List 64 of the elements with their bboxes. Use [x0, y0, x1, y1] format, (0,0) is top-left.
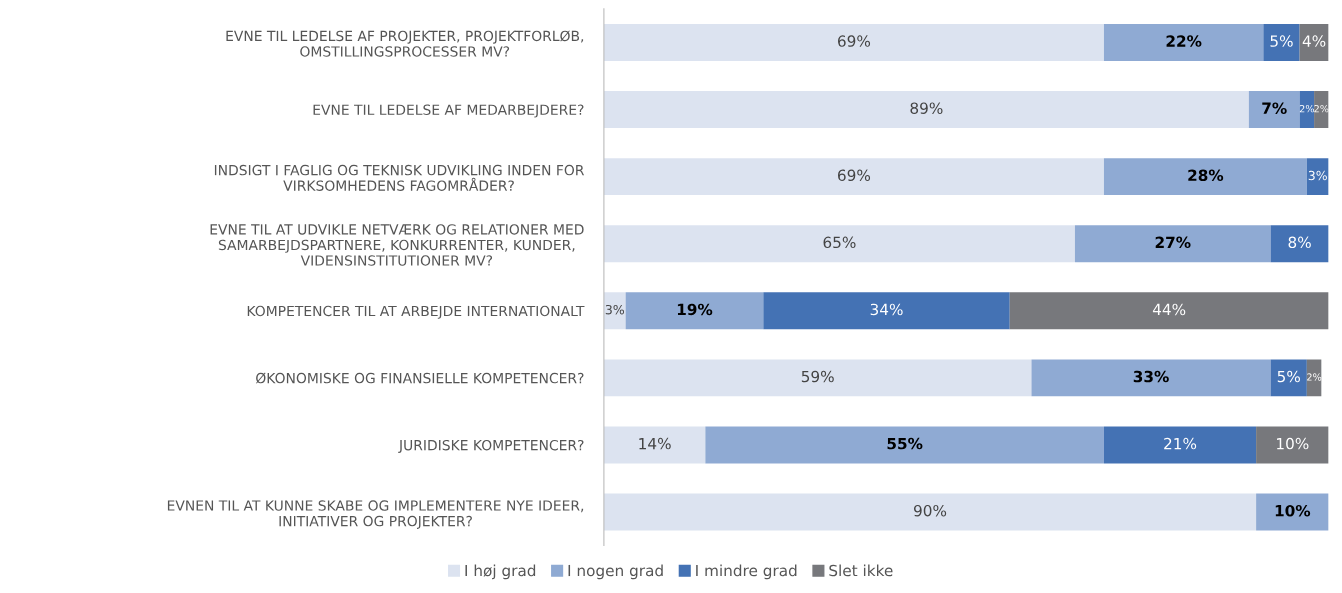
- data-label: 59%: [801, 370, 834, 383]
- data-label: 2%: [1299, 104, 1315, 113]
- data-label: 27%: [1155, 236, 1191, 249]
- bar: [1263, 23, 1300, 61]
- bar: [603, 23, 1104, 61]
- data-label: 7%: [1262, 102, 1287, 114]
- bar: [603, 91, 1249, 128]
- bar: [1103, 158, 1307, 196]
- data-label: 69%: [838, 169, 871, 182]
- legend-label: I nogen grad: [568, 564, 663, 580]
- data-label: 3%: [1308, 170, 1327, 181]
- bar: [1009, 292, 1329, 330]
- bar: [603, 493, 1257, 531]
- data-label: 4%: [1302, 35, 1326, 47]
- bar: [1248, 91, 1300, 128]
- legend-label: I mindre grad: [696, 564, 797, 580]
- bar: [1256, 426, 1329, 464]
- data-label: 55%: [887, 437, 923, 450]
- data-label: 90%: [913, 504, 947, 517]
- y-tick-label: EVNE TIL AT UDVIKLE NETVÆRK OG RELATIONER MED SAMARBEJDSPARTNERE, KONKURRENTER, KUNDER, VIDENSINSTITUTIONER MV?: [210, 224, 584, 266]
- data-label: 33%: [1133, 370, 1169, 383]
- data-label: 44%: [1152, 303, 1186, 316]
- bar: [625, 292, 764, 330]
- bar: [1103, 426, 1257, 464]
- bar: [1256, 493, 1329, 531]
- y-tick-label: EVNEN TIL AT KUNNE SKABE OG IMPLEMENTERE NYE IDEER, INITIATIVER OG PROJEKTER?: [167, 500, 584, 529]
- data-label: 22%: [1166, 35, 1202, 47]
- bar: [705, 426, 1104, 464]
- data-label: 89%: [910, 102, 943, 114]
- bar: [1270, 359, 1307, 397]
- legend-label: I høj grad: [465, 564, 536, 580]
- bar: [603, 292, 626, 330]
- y-tick-label: EVNE TIL LEDELSE AF PROJEKTER, PROJEKTFORLØB, OMSTILLINGSPROCESSER MV?: [226, 30, 584, 57]
- bar: [603, 225, 1075, 263]
- bar: [1270, 225, 1329, 263]
- y-tick-label: JURIDISKE KOMPETENCER?: [398, 439, 584, 453]
- bar: [1306, 158, 1329, 196]
- data-label: 14%: [639, 437, 671, 450]
- legend-label: Slet ikke: [829, 564, 893, 577]
- bar: [603, 359, 1032, 397]
- bar: [1031, 359, 1271, 397]
- y-tick-label: INDSIGT I FAGLIG OG TEKNISK UDVIKLING INDEN FOR VIRKSOMHEDENS FAGOMRÅDER?: [214, 164, 585, 191]
- data-label: 65%: [823, 236, 856, 249]
- data-label: 34%: [870, 303, 903, 316]
- bar: [1103, 23, 1264, 61]
- bar: [603, 426, 706, 464]
- bar: [1299, 91, 1315, 128]
- y-tick-label: EVNE TIL LEDELSE AF MEDARBEJDERE?: [313, 104, 584, 118]
- bar: [1074, 225, 1271, 263]
- bar: [763, 292, 1010, 330]
- data-label: 5%: [1277, 370, 1300, 383]
- y-tick-label: ØKONOMISKE OG FINANSIELLE KOMPETENCER?: [256, 372, 584, 384]
- y-tick-label: KOMPETENCER TIL AT ARBEJDE INTERNATIONALT: [247, 305, 585, 319]
- data-label: 21%: [1164, 437, 1197, 450]
- data-label: 10%: [1275, 504, 1311, 517]
- data-label: 28%: [1188, 169, 1224, 182]
- bar: [1299, 23, 1329, 61]
- data-label: 10%: [1277, 437, 1309, 450]
- data-label: 5%: [1270, 35, 1293, 47]
- bar: [603, 158, 1104, 196]
- data-label: 3%: [605, 304, 624, 315]
- data-label: 69%: [838, 35, 871, 47]
- data-label: 8%: [1288, 236, 1311, 249]
- data-label: 19%: [677, 303, 713, 316]
